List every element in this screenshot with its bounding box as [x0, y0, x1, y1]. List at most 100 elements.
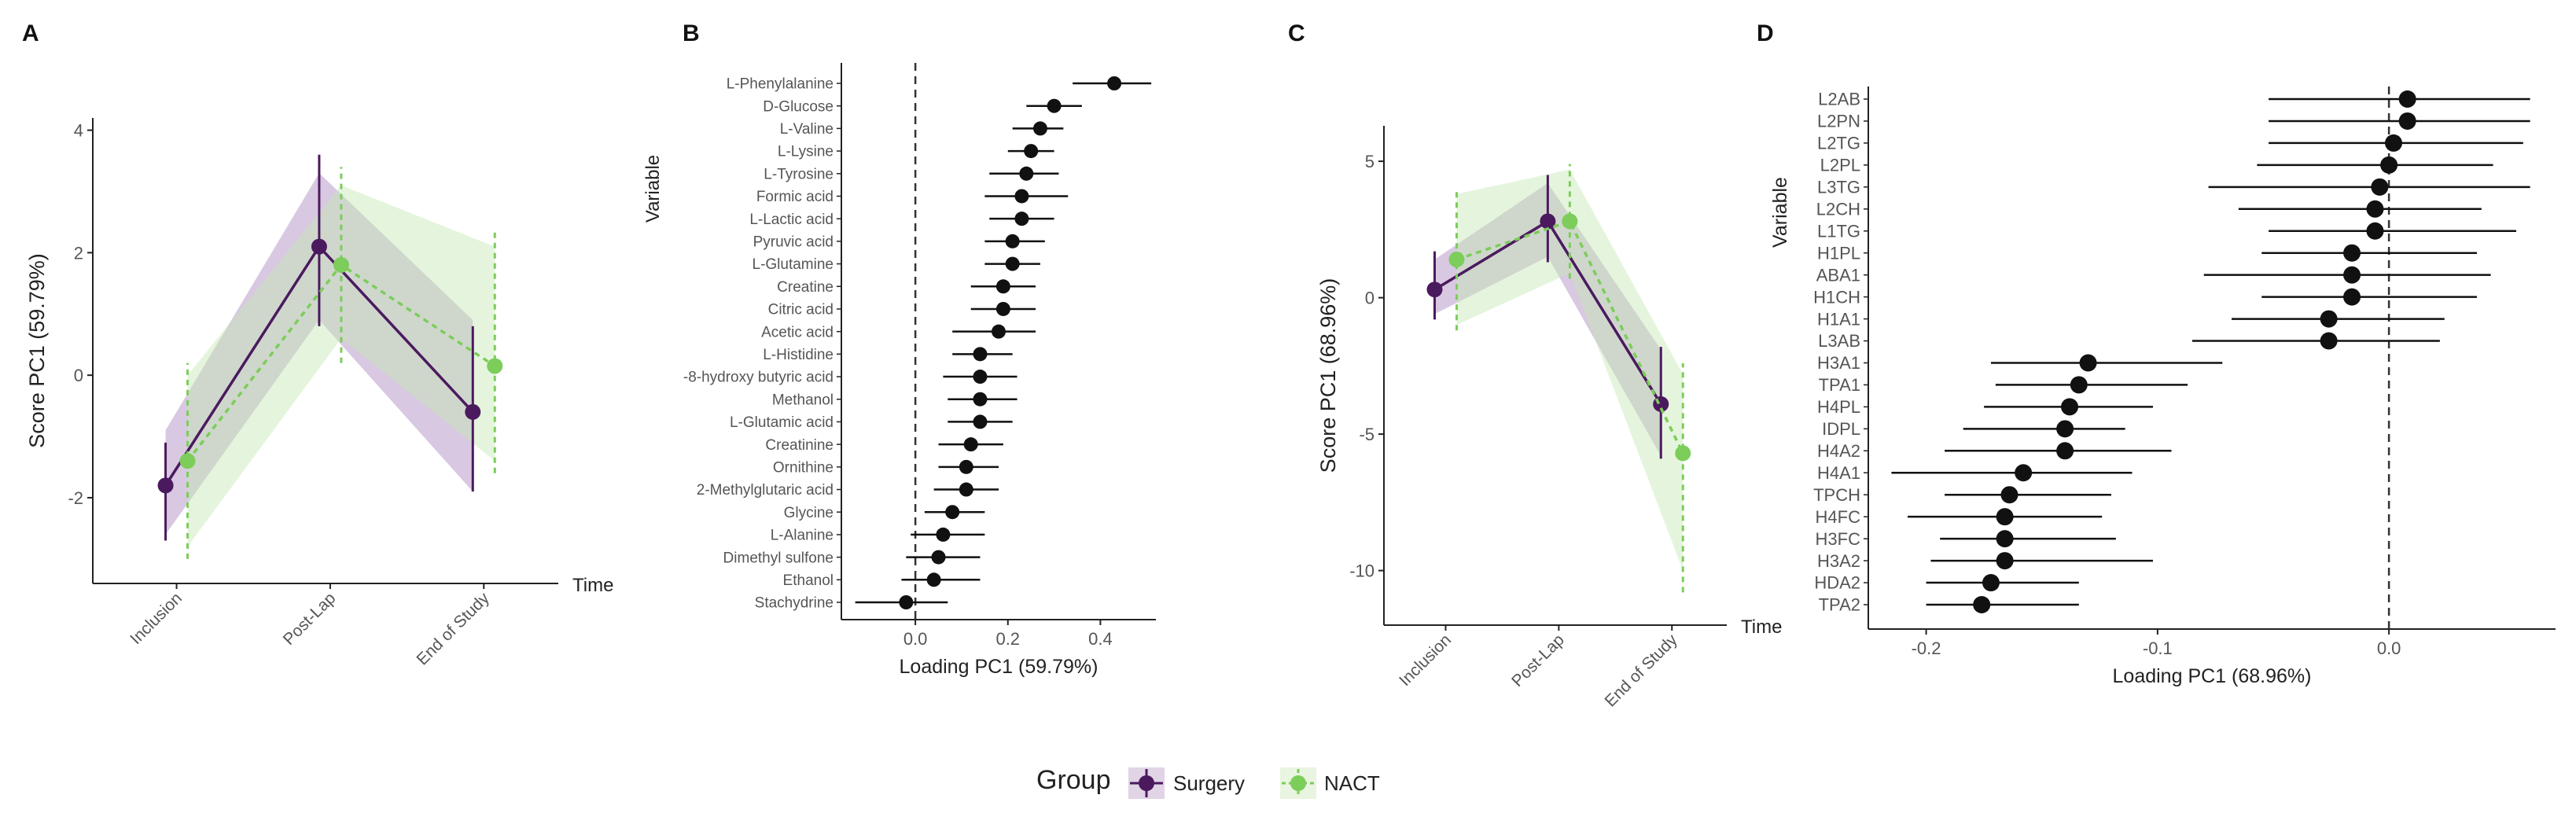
- variable-label: L-Glutamine: [753, 256, 834, 273]
- variable-label: L-Glutamic acid: [730, 414, 834, 431]
- legend-label-nact: NACT: [1324, 771, 1380, 795]
- variable-label: Dimethyl sulfone: [723, 550, 834, 566]
- y-axis-title: Score PC1 (68.96%): [1316, 278, 1340, 473]
- variable-label: TPA1: [1819, 375, 1860, 395]
- variable-label: D-Glucose: [763, 98, 834, 115]
- x-tick-label: End of Study: [1601, 631, 1681, 711]
- loading-point: [2000, 486, 2018, 504]
- legend-key-nact: [1280, 767, 1316, 799]
- x-tick-label: End of Study: [414, 589, 494, 669]
- panel-letter-d: D: [1757, 20, 1774, 46]
- x-axis-title: Time: [572, 575, 613, 596]
- loading-point: [1047, 98, 1062, 113]
- panel-letter-b: B: [683, 20, 700, 46]
- loading-point: [945, 505, 960, 520]
- loading-point: [2398, 90, 2416, 108]
- variable-label: L1TG: [1817, 221, 1860, 241]
- y-tick-label: -10: [1349, 561, 1374, 581]
- variable-label: L2TG: [1817, 134, 1860, 153]
- variable-label: L3AB: [1818, 331, 1860, 351]
- loading-point: [2343, 266, 2361, 284]
- loading-point: [973, 347, 988, 362]
- y-tick-label: -5: [1359, 425, 1374, 444]
- loading-point: [959, 482, 973, 497]
- variable-label: Ethanol: [783, 572, 834, 589]
- panel-c-chart: -10 -5 0 5 Inclusion Post-Lap End of Study Time…: [1316, 126, 1782, 711]
- band-nact: [187, 185, 495, 547]
- variable-label: Pyruvic acid: [753, 234, 834, 251]
- loading-point: [2320, 310, 2338, 328]
- variable-label: Acetic acid: [761, 324, 834, 340]
- loading-point: [1996, 552, 2014, 570]
- variable-label: -8-hydroxy butyric acid: [683, 370, 834, 386]
- point-surgery: [1540, 213, 1556, 230]
- loading-point: [1996, 508, 2014, 526]
- point-surgery: [1426, 282, 1443, 298]
- loading-point: [2056, 442, 2074, 460]
- loading-point: [1005, 256, 1020, 271]
- loading-point: [2343, 244, 2361, 262]
- y-tick-label: 2: [74, 243, 83, 263]
- variable-label: L-Lysine: [778, 144, 834, 160]
- variable-label: H4FC: [1816, 507, 1861, 527]
- y-axis-title: Score PC1 (59.79%): [25, 253, 49, 448]
- variable-label: L-Alanine: [771, 528, 834, 544]
- loading-point: [973, 370, 988, 385]
- loading-point: [2380, 156, 2398, 174]
- variable-label: H3FC: [1816, 529, 1861, 549]
- variable-label: L-Histidine: [763, 347, 834, 363]
- loading-point: [963, 437, 978, 452]
- variable-label: H1CH: [1813, 287, 1860, 307]
- loading-point: [2398, 112, 2416, 130]
- variable-label: H1PL: [1817, 243, 1860, 263]
- x-tick-label: -0.1: [2143, 638, 2173, 658]
- x-axis-title: Loading PC1 (68.96%): [2113, 665, 2312, 687]
- y-tick-label: -2: [68, 488, 83, 508]
- loading-point: [926, 572, 941, 587]
- variable-label: ABA1: [1816, 265, 1860, 285]
- variable-label: L-Valine: [780, 121, 834, 138]
- panel-d-chart: L2AB L2PN L2TG L2PL L3TG L2CHL1TGH1PLABA1H1CH…: [1769, 86, 2556, 687]
- loading-point: [1024, 144, 1039, 159]
- loading-point: [1014, 212, 1029, 226]
- legend: Group Surgery NACT: [1036, 765, 1380, 799]
- loading-point: [1107, 76, 1122, 90]
- point-nact: [179, 453, 196, 469]
- loading-point: [1996, 530, 2014, 548]
- panel-letter-a: A: [22, 20, 39, 46]
- variable-label: L2PN: [1817, 112, 1860, 131]
- variable-label: 2-Methylglutaric acid: [697, 482, 834, 499]
- band-nact: [1456, 169, 1684, 571]
- variable-label: Formic acid: [756, 189, 834, 205]
- variable-label: L-Tyrosine: [764, 166, 834, 182]
- point-nact: [1448, 252, 1465, 268]
- y-axis-title: Variable: [1769, 177, 1791, 248]
- variable-label: L3TG: [1817, 178, 1860, 197]
- variable-label: Creatine: [777, 279, 834, 296]
- loading-point: [1973, 596, 1991, 613]
- variable-label: L-Lactic acid: [749, 212, 834, 228]
- loading-point: [1019, 166, 1034, 181]
- y-tick-label: 0: [1365, 289, 1374, 308]
- variable-label: H1A1: [1817, 309, 1860, 329]
- point-surgery: [465, 403, 481, 420]
- variable-label: H3A2: [1817, 551, 1860, 571]
- loading-point: [2366, 222, 2384, 240]
- variable-label: L2AB: [1818, 90, 1860, 109]
- loading-point: [992, 324, 1006, 339]
- variable-label: H3A1: [1817, 353, 1860, 373]
- legend-label-surgery: Surgery: [1173, 771, 1245, 795]
- x-axis-title: Loading PC1 (59.79%): [900, 656, 1098, 678]
- loading-point: [1982, 574, 2000, 592]
- variable-label: Stachydrine: [755, 595, 834, 612]
- panel-b-chart: L-Phenylalanine D-Glucose L-Valine L-Lysine…: [642, 63, 1156, 678]
- variable-label: HDA2: [1814, 573, 1860, 593]
- point-surgery: [157, 477, 174, 494]
- loading-point: [1005, 234, 1020, 248]
- variable-label: Citric acid: [768, 302, 834, 318]
- band-surgery: [1434, 182, 1662, 456]
- point-nact: [487, 358, 503, 374]
- x-tick-label: 0.2: [995, 629, 1020, 649]
- x-tick-label: Inclusion: [127, 589, 186, 648]
